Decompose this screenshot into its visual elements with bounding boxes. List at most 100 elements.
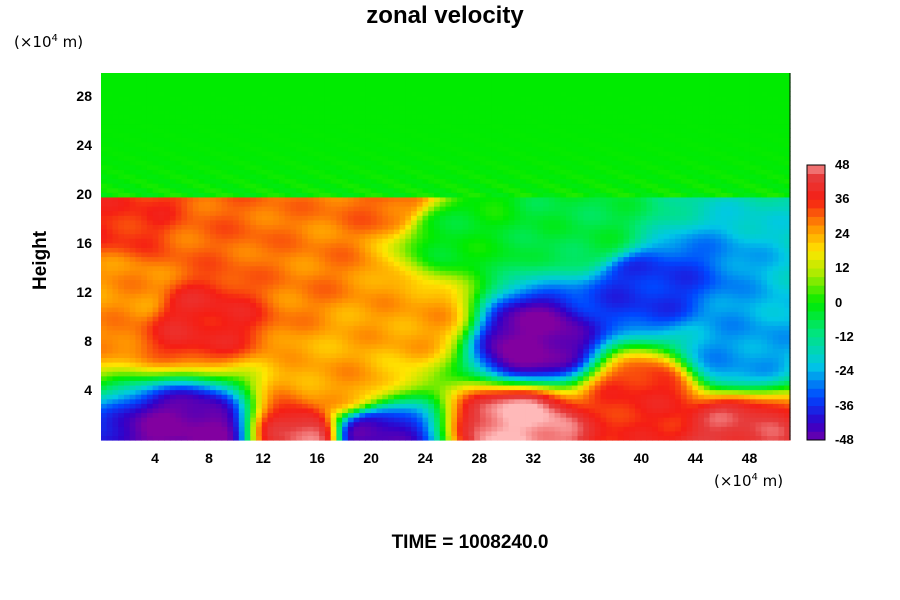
heatmap-cell [106,320,114,326]
heatmap-cell [238,150,246,157]
heatmap-cell [238,109,246,115]
heatmap-cell [416,137,424,143]
heatmap-cell [324,284,332,290]
heatmap-cell [141,192,148,198]
heatmap-cell [244,187,251,193]
heatmap-cell [422,173,429,180]
heatmap-cell [313,164,320,170]
heatmap-cell [227,77,234,83]
heatmap-cell [278,293,286,299]
heatmap-cell [273,398,280,404]
heatmap-cell [382,238,389,244]
heatmap-cell [290,435,297,441]
heatmap-cell [261,334,269,340]
heatmap-cell [106,128,114,134]
heatmap-cell [233,421,240,427]
heatmap-cell [284,105,292,111]
heatmap-cell [278,242,286,248]
heatmap-cell [192,164,200,170]
heatmap-cell [307,77,315,83]
heatmap-cell [284,251,292,258]
heatmap-cell [123,316,131,322]
heatmap-cell [336,417,343,423]
heatmap-cell [347,339,355,345]
heatmap-cell [106,288,114,294]
heatmap-cell [284,421,292,427]
heatmap-cell [123,210,131,216]
heatmap-cell [152,247,160,253]
heatmap-cell [146,128,154,134]
heatmap-cell [353,293,360,299]
heatmap-cell [411,238,418,244]
heatmap-cell [399,247,406,253]
heatmap-cell [451,288,458,294]
heatmap-cell [158,123,165,129]
heatmap-cell [135,357,142,363]
heatmap-cell [175,150,182,157]
heatmap-cell [233,187,240,193]
heatmap-cell [451,196,458,203]
heatmap-cell [330,105,338,111]
heatmap-cell [187,187,194,193]
heatmap-cell [238,146,246,152]
heatmap-cell [319,325,326,331]
heatmap-cell [141,224,148,230]
heatmap-cell [261,426,269,432]
heatmap-cell [118,357,125,363]
heatmap-cell [365,302,372,308]
heatmap-cell [290,86,297,92]
heatmap-cell [405,261,412,267]
heatmap-cell [422,118,429,125]
heatmap-cell [347,219,355,225]
heatmap-cell [347,150,355,157]
heatmap-cell [365,316,372,322]
heatmap-cell [273,141,280,147]
heatmap-cell [376,114,383,120]
heatmap-cell [261,279,269,285]
heatmap-cell [158,128,165,134]
heatmap-cell [359,274,366,281]
heatmap-cell [210,219,217,225]
heatmap-cell [192,306,200,313]
heatmap-cell [313,417,320,423]
heatmap-cell [382,329,389,336]
heatmap-cell [198,173,205,180]
heatmap-cell [250,118,257,125]
heatmap-cell [106,256,114,262]
heatmap-cell [313,100,320,106]
heatmap-cell [353,417,360,423]
heatmap-cell [324,348,332,354]
heatmap-cell [313,95,320,102]
heatmap-cell [169,100,177,106]
heatmap-cell [187,210,194,216]
heatmap-cell [434,348,441,354]
heatmap-cell [359,118,366,125]
heatmap-cell [336,343,343,349]
heatmap-cell [416,435,424,441]
heatmap-cell [388,421,395,427]
heatmap-cell [250,352,257,359]
heatmap-cell [376,164,383,170]
heatmap-cell [405,210,412,216]
heatmap-cell [123,114,131,120]
heatmap-cell [376,412,383,418]
heatmap-cell [227,403,234,409]
heatmap-cell [382,297,389,303]
heatmap-cell [353,389,360,395]
heatmap-cell [342,306,349,313]
heatmap-cell [336,192,343,198]
heatmap-cell [215,132,223,138]
heatmap-cell [164,183,171,189]
heatmap-cell [135,196,142,203]
heatmap-cell [359,233,366,239]
heatmap-cell [313,316,320,322]
heatmap-cell [273,311,280,317]
heatmap-cell [451,384,458,391]
heatmap-cell [393,169,401,175]
heatmap-cell [123,398,131,404]
heatmap-cell [313,343,320,349]
heatmap-cell [324,375,332,381]
heatmap-cell [319,302,326,308]
heatmap-cell [284,329,292,336]
heatmap-cell [158,279,165,285]
